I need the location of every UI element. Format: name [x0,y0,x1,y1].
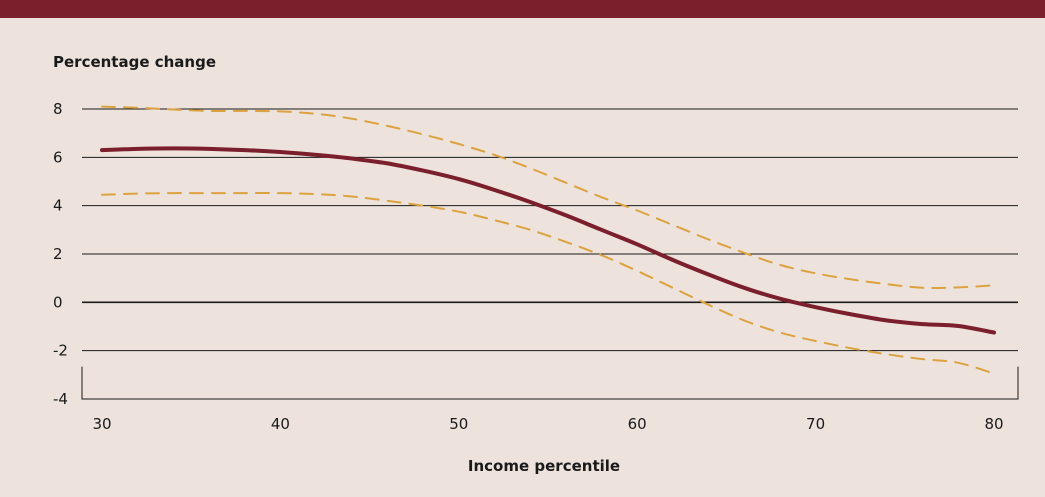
y-tick-label: -2 [53,342,68,360]
x-axis-line [81,366,1019,400]
x-tick-label: 40 [271,415,290,433]
series-lines [100,105,996,375]
x-tick-label: 60 [628,415,647,433]
y-tick-label: -4 [53,390,68,408]
x-tick-label: 50 [449,415,468,433]
y-tick-label: 2 [53,245,63,263]
y-tick-label: 4 [53,197,63,215]
estimate-line [100,146,996,335]
x-axis-tick-labels: 30 40 50 60 70 80 [92,415,1003,433]
gridlines [82,108,1018,352]
x-tick-label: 80 [984,415,1003,433]
y-tick-label: 8 [53,100,63,118]
top-accent-bar [0,0,1045,18]
x-axis-title: Income percentile [468,457,620,475]
x-tick-label: 70 [806,415,825,433]
lower-bound-line [101,192,995,375]
x-tick-label: 30 [92,415,111,433]
y-tick-label: 6 [53,148,63,166]
x-axis [81,366,1019,400]
y-axis-title: Percentage change [53,53,216,71]
y-axis-tick-labels: -4 -2 0 2 4 6 8 [53,100,68,408]
upper-bound-line [101,105,995,290]
y-tick-label: 0 [53,293,63,311]
